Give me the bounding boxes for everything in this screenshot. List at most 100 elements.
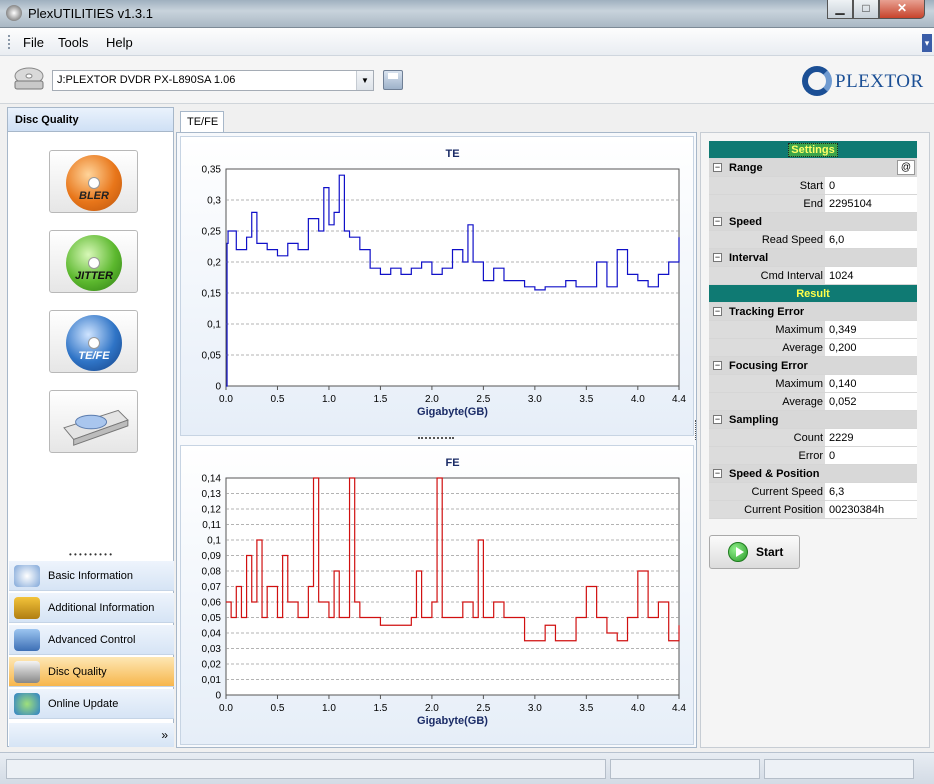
close-button[interactable]: ✕ (879, 0, 925, 19)
te-avg-key: Average (709, 339, 825, 356)
bler-disc-icon: BLER (66, 155, 122, 211)
read-speed-key: Read Speed (709, 231, 825, 248)
maximize-button[interactable]: □ (853, 0, 879, 19)
tracking-error-label: Tracking Error (729, 306, 805, 318)
menu-overflow-icon[interactable]: ▾ (922, 34, 932, 52)
start-row[interactable]: Start 0 (709, 177, 917, 195)
range-at-button[interactable]: @ (897, 160, 915, 175)
read-speed-value[interactable]: 6,0 (827, 231, 917, 248)
speed-label: Speed (729, 216, 763, 228)
start-button[interactable]: Start (709, 535, 800, 569)
collapse-icon[interactable]: − (713, 162, 722, 172)
fe-avg-value: 0,052 (827, 393, 917, 410)
play-icon (728, 542, 748, 562)
collapse-icon[interactable]: − (713, 468, 722, 478)
menu-help[interactable]: Help (106, 35, 133, 50)
y-tick-label: 0,03 (202, 644, 222, 655)
status-segment-3 (764, 759, 914, 779)
x-tick-label: 4.0 (631, 703, 645, 714)
collapse-icon[interactable]: − (713, 414, 722, 424)
result-header: Result (709, 285, 917, 303)
x-tick-label: 2.5 (476, 703, 490, 714)
plot-area (225, 168, 680, 387)
bler-button[interactable]: BLER (49, 150, 138, 213)
collapse-icon[interactable]: − (713, 306, 722, 316)
read-speed-row[interactable]: Read Speed 6,0 (709, 231, 917, 249)
nav-disc-quality[interactable]: Disc Quality (9, 657, 174, 687)
end-value[interactable]: 2295104 (827, 195, 917, 212)
y-tick-label: 0,2 (207, 258, 221, 269)
collapse-icon[interactable]: − (713, 252, 722, 262)
collapse-icon[interactable]: − (713, 360, 722, 370)
left-panel-splitter[interactable]: • • • • • • • • • (69, 550, 112, 559)
vertical-splitter[interactable] (695, 420, 699, 440)
y-tick-label: 0 (215, 691, 221, 702)
error-key: Error (709, 447, 825, 464)
y-tick-label: 0,3 (207, 196, 221, 207)
y-tick-label: 0,05 (202, 351, 222, 362)
speed-position-category[interactable]: − Speed & Position (709, 465, 917, 483)
x-tick-label: 2.0 (425, 703, 439, 714)
series-line (226, 477, 680, 642)
nav-more-button[interactable]: » (9, 723, 174, 747)
drive-tray-icon (63, 409, 129, 446)
sampling-category[interactable]: − Sampling (709, 411, 917, 429)
drive-select[interactable]: J:PLEXTOR DVDR PX-L890SA 1.06 ▼ (52, 70, 374, 91)
x-tick-label: 3.0 (528, 394, 542, 405)
fe-max-row: Maximum 0,140 (709, 375, 917, 393)
y-tick-label: 0,07 (202, 582, 222, 593)
y-tick-label: 0,09 (202, 551, 222, 562)
start-value[interactable]: 0 (827, 177, 917, 194)
speed-category[interactable]: − Speed (709, 213, 917, 231)
x-tick-label: 1.0 (322, 703, 336, 714)
te-chart: TE 0 0,05 0,1 0,15 0,2 0,25 0,3 0,35 0.0 0.5 1.0 1.5… (180, 136, 694, 436)
app-icon (6, 5, 22, 21)
window-title: PlexUTILITIES v1.3.1 (28, 6, 153, 21)
nav-additional-information[interactable]: Additional Information (9, 593, 174, 623)
current-position-value: 00230384h (827, 501, 917, 518)
count-value: 2229 (827, 429, 917, 446)
nav-basic-information[interactable]: Basic Information (9, 561, 174, 591)
fe-chart: FE 0 0,01 0,02 0,03 0,04 0,05 0,06 0,07 0,08 0,09 0… (180, 445, 694, 745)
y-tick-label: 0,04 (202, 629, 222, 640)
cmd-interval-row[interactable]: Cmd Interval 1024 (709, 267, 917, 285)
jitter-button[interactable]: JITTER (49, 230, 138, 293)
minimize-button[interactable]: ▁ (827, 0, 853, 19)
chevron-down-icon[interactable]: ▼ (356, 71, 373, 90)
drive-eject-button[interactable] (49, 390, 138, 453)
tab-te-fe[interactable]: TE/FE (180, 111, 224, 133)
menu-tools[interactable]: Tools (58, 35, 89, 50)
nav-advanced-control[interactable]: Advanced Control (9, 625, 174, 655)
status-segment-main (6, 759, 606, 779)
y-tick-label: 0,25 (202, 227, 222, 238)
interval-category[interactable]: − Interval (709, 249, 917, 267)
current-position-row: Current Position 00230384h (709, 501, 917, 519)
menu-file[interactable]: File (23, 35, 44, 50)
chart-splitter[interactable] (418, 437, 454, 441)
nav-online-update-label: Online Update (48, 698, 119, 710)
chart-icon (14, 661, 40, 683)
current-position-key: Current Position (709, 501, 825, 518)
focusing-error-category[interactable]: − Focusing Error (709, 357, 917, 375)
status-segment-2 (610, 759, 760, 779)
tefe-button[interactable]: TE/FE (49, 310, 138, 373)
save-icon[interactable] (383, 70, 403, 90)
current-speed-row: Current Speed 6,3 (709, 483, 917, 501)
y-tick-label: 0,35 (202, 165, 222, 176)
te-max-key: Maximum (709, 321, 825, 338)
tracking-error-category[interactable]: − Tracking Error (709, 303, 917, 321)
range-category[interactable]: − Range @ (709, 159, 917, 177)
x-tick-label: 4.4 (672, 703, 686, 714)
nav-online-update[interactable]: Online Update (9, 689, 174, 719)
y-tick-label: 0,1 (207, 536, 221, 547)
x-tick-label: 0.5 (271, 394, 285, 405)
menu-bar: File Tools Help ▾ (0, 28, 934, 56)
end-row[interactable]: End 2295104 (709, 195, 917, 213)
bler-label: BLER (79, 190, 109, 202)
plextor-logo: PLEXTOR (800, 66, 923, 96)
gear-icon (14, 629, 40, 651)
collapse-icon[interactable]: − (713, 216, 722, 226)
count-key: Count (709, 429, 825, 446)
cmd-interval-value[interactable]: 1024 (827, 267, 917, 284)
y-tick-label: 0,12 (202, 505, 222, 516)
